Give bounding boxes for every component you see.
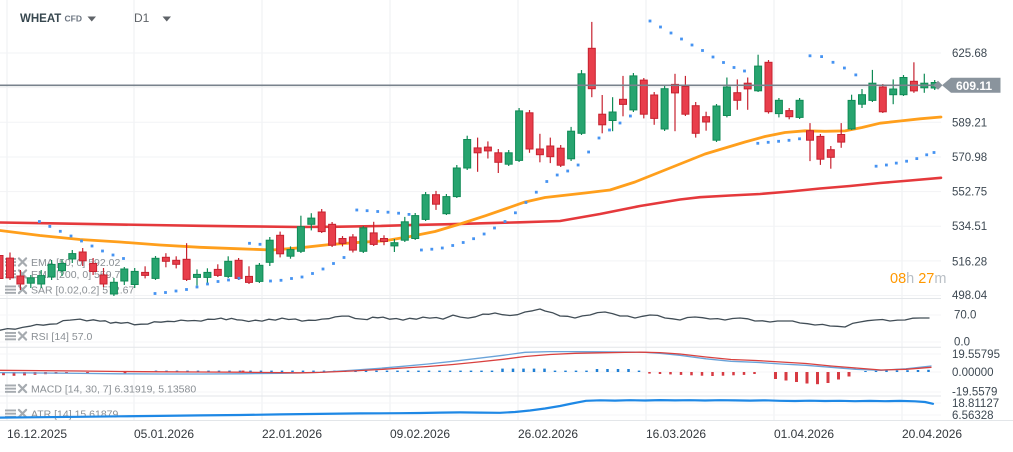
svg-text:08h 27m: 08h 27m bbox=[890, 271, 946, 287]
svg-text:05.01.2026: 05.01.2026 bbox=[134, 427, 194, 441]
svg-text:0.00000: 0.00000 bbox=[952, 367, 994, 379]
svg-text:16.12.2025: 16.12.2025 bbox=[7, 427, 67, 441]
svg-text:SAR [0.02,0.2] 572.67: SAR [0.02,0.2] 572.67 bbox=[31, 285, 134, 297]
svg-text:609.11: 609.11 bbox=[956, 79, 992, 93]
svg-text:498.04: 498.04 bbox=[952, 290, 988, 302]
svg-text:ATR [14] 15.61879: ATR [14] 15.61879 bbox=[31, 409, 119, 421]
svg-text:RSI [14] 57.0: RSI [14] 57.0 bbox=[31, 331, 92, 343]
svg-text:20.04.2026: 20.04.2026 bbox=[902, 427, 962, 441]
svg-text:16.03.2026: 16.03.2026 bbox=[646, 427, 706, 441]
svg-text:70.0: 70.0 bbox=[954, 310, 976, 322]
svg-text:MACD [14, 30, 7] 6.31919, 5.13: MACD [14, 30, 7] 6.31919, 5.13580 bbox=[31, 384, 196, 396]
svg-text:516.28: 516.28 bbox=[952, 257, 987, 269]
svg-text:552.75: 552.75 bbox=[952, 187, 987, 199]
svg-text:18.81127: 18.81127 bbox=[952, 398, 999, 410]
svg-text:19.55795: 19.55795 bbox=[952, 349, 1000, 361]
svg-text:EMA [200, 0] 559.77: EMA [200, 0] 559.77 bbox=[31, 269, 126, 281]
svg-text:D1: D1 bbox=[134, 11, 150, 25]
svg-text:09.02.2026: 09.02.2026 bbox=[390, 427, 450, 441]
svg-text:WHEAT: WHEAT bbox=[20, 13, 61, 25]
svg-text:570.98: 570.98 bbox=[952, 152, 987, 164]
svg-text:534.51: 534.51 bbox=[952, 221, 987, 233]
svg-text:26.02.2026: 26.02.2026 bbox=[518, 427, 578, 441]
svg-text:625.68: 625.68 bbox=[952, 48, 987, 60]
svg-text:01.04.2026: 01.04.2026 bbox=[774, 427, 834, 441]
svg-text:589.21: 589.21 bbox=[952, 117, 987, 129]
svg-text:CFD: CFD bbox=[65, 14, 82, 24]
svg-text:22.01.2026: 22.01.2026 bbox=[262, 427, 322, 441]
svg-text:6.56328: 6.56328 bbox=[952, 410, 994, 422]
svg-text:0.0: 0.0 bbox=[954, 337, 970, 349]
svg-text:-19.5579: -19.5579 bbox=[952, 387, 997, 399]
